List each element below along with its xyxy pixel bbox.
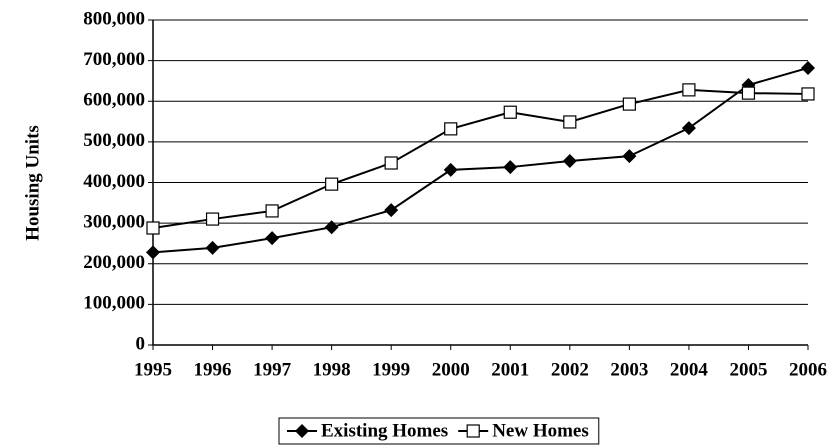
marker-square (444, 122, 458, 136)
x-tick-label: 2003 (610, 359, 648, 380)
x-tick-label: 2004 (670, 359, 709, 380)
marker-square (801, 87, 815, 101)
marker-square (205, 212, 220, 226)
marker-square (146, 221, 160, 235)
legend-label: New Homes (492, 420, 589, 441)
x-tick-label: 1999 (372, 359, 410, 380)
marker-diamond (503, 160, 518, 175)
marker-square (682, 83, 696, 97)
y-tick-label: 600,000 (83, 90, 145, 111)
marker-square (325, 177, 339, 191)
marker-diamond (384, 203, 399, 218)
marker-square (622, 97, 636, 111)
x-tick-label: 1996 (194, 359, 232, 380)
legend: Existing Homes New Homes (278, 417, 600, 445)
marker-diamond (324, 220, 339, 235)
y-tick-label: 300,000 (83, 211, 145, 232)
x-tick-label: 2002 (551, 359, 589, 380)
y-tick-label: 400,000 (83, 171, 145, 192)
marker-square (503, 105, 517, 119)
marker-diamond (622, 149, 637, 164)
marker-diamond (205, 240, 220, 255)
marker-diamond (146, 245, 160, 260)
marker-diamond (443, 162, 458, 177)
y-tick-label: 700,000 (83, 49, 145, 70)
marker-diamond (801, 60, 815, 75)
marker-diamond (681, 121, 696, 136)
marker-square (265, 204, 279, 218)
x-tick-label: 2000 (432, 359, 470, 380)
x-tick-label: 2005 (729, 359, 767, 380)
y-axis-label: Housing Units (22, 125, 43, 241)
series-line (152, 88, 809, 229)
x-tick-label: 1997 (253, 359, 292, 380)
marker-square (466, 424, 480, 438)
x-tick-label: 1995 (134, 359, 172, 380)
x-tick-label: 2001 (491, 359, 529, 380)
y-tick-label: 0 (136, 333, 146, 354)
y-tick-label: 100,000 (83, 293, 145, 314)
marker-diamond (265, 231, 280, 246)
series-line (152, 66, 809, 254)
x-tick-label: 2006 (789, 359, 827, 380)
y-tick-label: 800,000 (83, 8, 145, 29)
marker-square (741, 86, 756, 100)
marker-diamond (562, 153, 577, 168)
marker-diamond (295, 424, 309, 438)
y-tick-label: 500,000 (83, 130, 145, 151)
marker-square (563, 115, 577, 129)
legend-label: Existing Homes (321, 420, 448, 441)
x-tick-label: 1998 (313, 359, 351, 380)
legend-box (278, 417, 600, 445)
marker-square (384, 156, 398, 170)
y-tick-label: 200,000 (83, 252, 145, 273)
